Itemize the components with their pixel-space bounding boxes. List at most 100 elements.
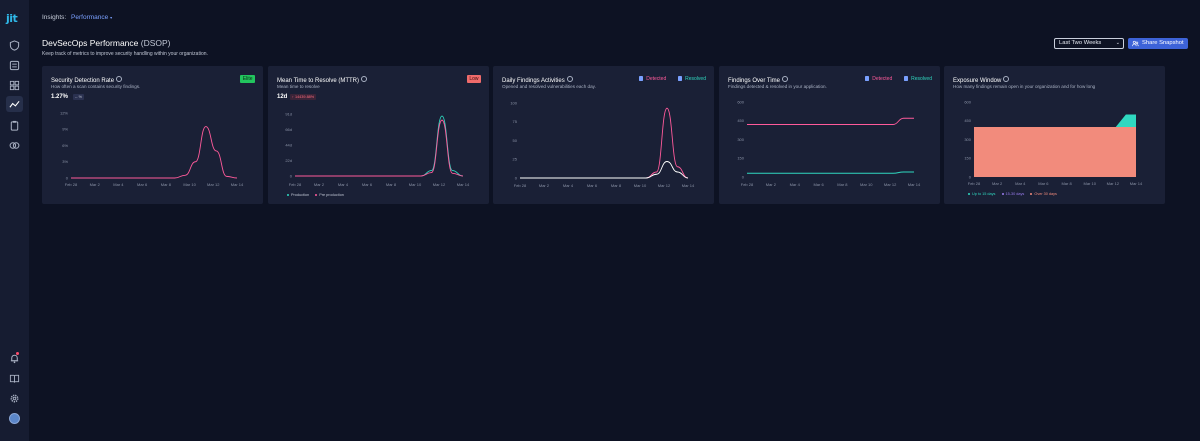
y-tick-label: 600 [737, 99, 744, 104]
x-tick-label: Feb 28 [741, 182, 754, 187]
x-tick-label: Mar 12 [658, 183, 671, 188]
trend-chip: -- % [73, 94, 84, 100]
y-tick-label: 450 [737, 118, 744, 123]
insight-dropdown[interactable]: Performance ▾ [71, 14, 113, 21]
resolved-checkbox[interactable]: Resolved [677, 76, 706, 82]
x-tick-label: Mar 2 [766, 182, 777, 187]
x-tick-label: Mar 12 [884, 182, 897, 187]
card-exposure-window: Exposure Window How many findings remain… [944, 66, 1165, 204]
x-tick-label: Mar 14 [231, 182, 244, 187]
series-line [295, 115, 464, 177]
share-snapshot-button[interactable]: Share Snapshot [1128, 38, 1188, 49]
y-tick-label: 66d [285, 127, 292, 132]
integrations-icon[interactable] [9, 140, 20, 151]
metric-value: 12d [277, 94, 288, 100]
x-tick-label: Mar 6 [362, 182, 373, 187]
y-tick-label: 25 [513, 157, 518, 162]
series-area [974, 127, 1136, 177]
card-subtitle: How often a scan contains security findi… [51, 84, 141, 89]
page-title-abbr: (DSOP) [140, 38, 171, 48]
y-tick-label: 44d [285, 142, 292, 147]
sidebar: jit [0, 0, 29, 441]
jit-logo[interactable]: jit [6, 12, 18, 25]
list-icon[interactable] [9, 60, 20, 71]
series-toggles: Detected Resolved [629, 76, 706, 82]
grid-icon[interactable] [9, 80, 20, 91]
chart-legend: Up to 15 days 15-30 days Over 30 days [968, 192, 1062, 196]
series-line [295, 119, 464, 177]
x-tick-label: Feb 28 [289, 182, 302, 187]
x-tick-label: Mar 14 [908, 182, 921, 187]
resolved-checkbox[interactable]: Resolved [903, 76, 932, 82]
x-tick-label: Mar 10 [409, 182, 422, 187]
info-icon[interactable] [1003, 76, 1010, 82]
x-tick-label: Mar 10 [183, 182, 196, 187]
y-tick-label: 0 [515, 175, 518, 180]
insights-selector: Insights: Performance ▾ [42, 14, 112, 21]
x-tick-label: Mar 8 [1061, 181, 1072, 186]
card-daily-findings: Daily Findings Activities Opened and res… [493, 66, 714, 204]
insights-icon[interactable] [6, 96, 23, 112]
card-title: Mean Time to Resolve (MTTR) [277, 76, 368, 84]
card-title: Findings Over Time [728, 76, 789, 84]
x-tick-label: Mar 6 [587, 183, 598, 188]
status-badge: Low [466, 75, 481, 83]
info-icon[interactable] [116, 76, 123, 82]
y-tick-label: 300 [964, 137, 971, 142]
insights-label: Insights: [42, 14, 67, 21]
legend-item[interactable]: Up to 15 days [968, 192, 995, 196]
card-security-detection-rate: Security Detection Rate How often a scan… [42, 66, 263, 204]
series-toggles: Detected Resolved [855, 76, 932, 82]
card-findings-over-time: Findings Over Time Findings detected & r… [719, 66, 940, 204]
x-tick-label: Mar 8 [837, 182, 848, 187]
card-title: Daily Findings Activities [502, 76, 573, 84]
legend-item[interactable]: 15-30 days [1001, 192, 1024, 196]
x-tick-label: Mar 6 [137, 182, 148, 187]
series-line [520, 107, 689, 179]
x-tick-label: Mar 10 [860, 182, 873, 187]
chart-findings-over-time: 0 150 300 450 600 Feb 28 Mar 2 Mar 4 Mar 6 Mar 8 M… [737, 99, 921, 187]
series-line [520, 161, 689, 179]
x-tick-label: Mar 2 [90, 182, 101, 187]
clipboard-icon[interactable] [9, 120, 20, 131]
chart-daily-findings: 0 25 50 75 100 Feb 28 Mar 2 Mar 4 Mar 6 Mar 8 Mar … [510, 100, 695, 188]
page-title: DevSecOps Performance (DSOP) [42, 38, 171, 48]
y-tick-label: 600 [964, 99, 971, 104]
detected-checkbox[interactable]: Detected [864, 76, 892, 82]
legend-item[interactable]: Over 30 days [1030, 192, 1057, 196]
x-tick-label: Mar 8 [611, 183, 622, 188]
y-tick-label: 12% [60, 110, 68, 115]
detected-checkbox[interactable]: Detected [638, 76, 666, 82]
info-icon[interactable] [361, 76, 368, 82]
book-icon[interactable] [9, 373, 20, 384]
user-avatar[interactable] [9, 413, 20, 424]
x-tick-label: Mar 4 [113, 182, 124, 187]
card-title: Security Detection Rate [51, 76, 123, 84]
info-icon[interactable] [566, 76, 573, 82]
shield-icon[interactable] [9, 40, 20, 51]
x-tick-label: Mar 2 [992, 181, 1003, 186]
settings-icon[interactable] [9, 393, 20, 404]
x-tick-label: Mar 4 [563, 183, 574, 188]
info-icon[interactable] [782, 76, 789, 82]
y-tick-label: 300 [737, 137, 744, 142]
y-tick-label: 91d [285, 111, 292, 116]
series-line [747, 117, 914, 125]
bell-icon[interactable] [9, 353, 20, 364]
y-tick-label: 450 [964, 118, 971, 123]
chart-exposure-window: 0 150 300 450 600 Feb 28 Mar 2 Mar 4 Mar 6 Mar 8 M… [964, 99, 1143, 186]
card-subtitle: Findings detected & resolved in your app… [728, 84, 827, 89]
time-range-select[interactable]: Last Two Weeks ⌄ [1054, 38, 1124, 49]
card-subtitle: Mean time to resolve [277, 84, 320, 89]
x-tick-label: Feb 28 [65, 182, 78, 187]
x-tick-label: Mar 14 [1130, 181, 1143, 186]
x-tick-label: Mar 6 [813, 182, 824, 187]
legend-item[interactable]: Production [287, 193, 309, 197]
x-tick-label: Mar 6 [1038, 181, 1049, 186]
card-subtitle: Opened and resolved vulnerabilities each… [502, 84, 596, 89]
x-tick-label: Mar 12 [1107, 181, 1120, 186]
legend-item[interactable]: Pre production [315, 193, 344, 197]
share-icon [1132, 40, 1139, 47]
y-tick-label: 0 [290, 173, 293, 178]
y-tick-label: 100 [510, 100, 517, 105]
